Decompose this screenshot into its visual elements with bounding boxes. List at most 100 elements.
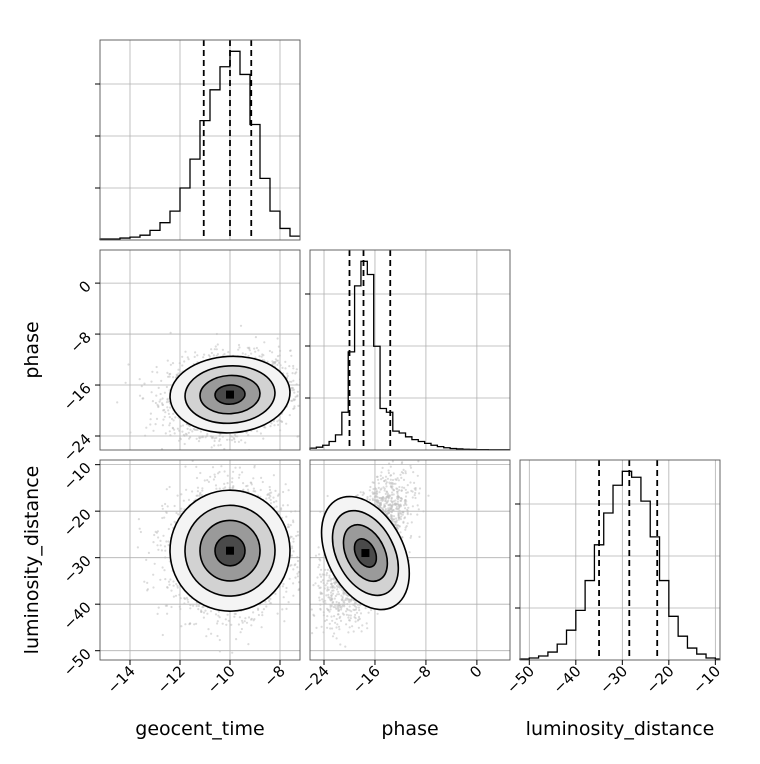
scatter-point	[234, 613, 236, 615]
scatter-point	[242, 622, 244, 624]
scatter-point	[182, 424, 184, 426]
scatter-point	[269, 489, 271, 491]
scatter-point	[199, 437, 201, 439]
scatter-point	[169, 416, 171, 418]
scatter-point	[168, 528, 170, 530]
scatter-point	[125, 382, 127, 384]
scatter-point	[289, 350, 291, 352]
scatter-point	[280, 364, 282, 366]
scatter-point	[152, 430, 154, 432]
scatter-point	[183, 500, 185, 502]
scatter-point	[164, 416, 166, 418]
scatter-point	[255, 336, 257, 338]
scatter-point	[294, 510, 296, 512]
scatter-point	[216, 348, 218, 350]
scatter-point	[245, 485, 247, 487]
scatter-point	[282, 491, 284, 493]
scatter-point	[169, 430, 171, 432]
scatter-point	[244, 617, 246, 619]
scatter-point	[198, 440, 200, 442]
scatter-point	[159, 401, 161, 403]
scatter-point	[288, 601, 290, 603]
scatter-point	[210, 633, 212, 635]
scatter-point	[200, 611, 202, 613]
scatter-point	[217, 472, 219, 474]
scatter-point	[150, 418, 152, 420]
scatter-point	[166, 372, 168, 374]
scatter-point	[277, 424, 279, 426]
scatter-point	[278, 346, 280, 348]
scatter-point	[200, 430, 202, 432]
scatter-point	[292, 372, 294, 374]
scatter-point	[286, 373, 288, 375]
scatter-point	[231, 652, 233, 654]
scatter-point	[175, 512, 177, 514]
scatter-point	[196, 605, 198, 607]
scatter-point	[222, 349, 224, 351]
scatter-point	[191, 490, 193, 492]
scatter-point	[162, 566, 164, 568]
scatter-point	[173, 585, 175, 587]
scatter-point	[167, 360, 169, 362]
scatter-point	[296, 566, 298, 568]
scatter-point	[166, 406, 168, 408]
scatter-point	[170, 606, 172, 608]
scatter-point	[158, 387, 160, 389]
scatter-point	[160, 393, 162, 395]
scatter-point	[227, 475, 229, 477]
scatter-point	[261, 614, 263, 616]
scatter-point	[157, 549, 159, 551]
scatter-point	[179, 608, 181, 610]
scatter-point	[235, 638, 237, 640]
scatter-point	[279, 429, 281, 431]
scatter-point	[194, 356, 196, 358]
scatter-point	[166, 488, 168, 490]
scatter-point	[154, 563, 156, 565]
scatter-point	[199, 493, 201, 495]
scatter-point	[219, 488, 221, 490]
scatter-point	[269, 598, 271, 600]
scatter-point	[145, 427, 147, 429]
scatter-point	[282, 583, 284, 585]
scatter-point	[270, 492, 272, 494]
scatter-point	[206, 479, 208, 481]
scatter-point	[270, 422, 272, 424]
scatter-point	[162, 634, 164, 636]
scatter-point	[292, 541, 294, 543]
scatter-point	[227, 614, 229, 616]
scatter-point	[297, 391, 299, 393]
scatter-point	[170, 332, 172, 334]
scatter-point	[165, 432, 167, 434]
scatter-point	[157, 530, 159, 532]
scatter-point	[152, 586, 154, 588]
scatter-point	[162, 424, 164, 426]
scatter-point	[164, 392, 166, 394]
scatter-point	[167, 505, 169, 507]
scatter-point	[172, 580, 174, 582]
scatter-point	[210, 348, 212, 350]
scatter-point	[155, 531, 157, 533]
scatter-point	[187, 601, 189, 603]
scatter-point	[211, 352, 213, 354]
scatter-point	[180, 508, 182, 510]
scatter-point	[196, 495, 198, 497]
scatter-point	[164, 550, 166, 552]
scatter-point	[163, 569, 165, 571]
scatter-point	[171, 418, 173, 420]
scatter-point	[224, 486, 226, 488]
scatter-point	[184, 443, 186, 445]
scatter-point	[216, 622, 218, 624]
scatter-point	[217, 353, 219, 355]
scatter-point	[169, 422, 171, 424]
scatter-point	[183, 597, 185, 599]
scatter-point	[262, 438, 264, 440]
scatter-point	[294, 577, 296, 579]
scatter-point	[152, 574, 154, 576]
scatter-point	[177, 372, 179, 374]
scatter-point	[159, 399, 161, 401]
scatter-point	[297, 435, 299, 437]
scatter-point	[289, 578, 291, 580]
scatter-point	[277, 613, 279, 615]
scatter-point	[191, 430, 193, 432]
